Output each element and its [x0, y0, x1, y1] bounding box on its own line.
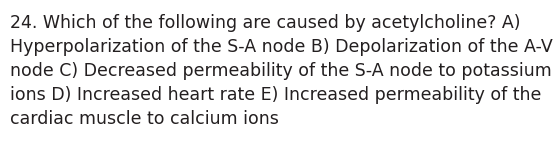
Text: 24. Which of the following are caused by acetylcholine? A): 24. Which of the following are caused by…: [10, 14, 521, 32]
Text: ions D) Increased heart rate E) Increased permeability of the: ions D) Increased heart rate E) Increase…: [10, 86, 541, 104]
Text: node C) Decreased permeability of the S-A node to potassium: node C) Decreased permeability of the S-…: [10, 62, 552, 80]
Text: Hyperpolarization of the S-A node B) Depolarization of the A-V: Hyperpolarization of the S-A node B) Dep…: [10, 38, 553, 56]
Text: cardiac muscle to calcium ions: cardiac muscle to calcium ions: [10, 110, 279, 128]
